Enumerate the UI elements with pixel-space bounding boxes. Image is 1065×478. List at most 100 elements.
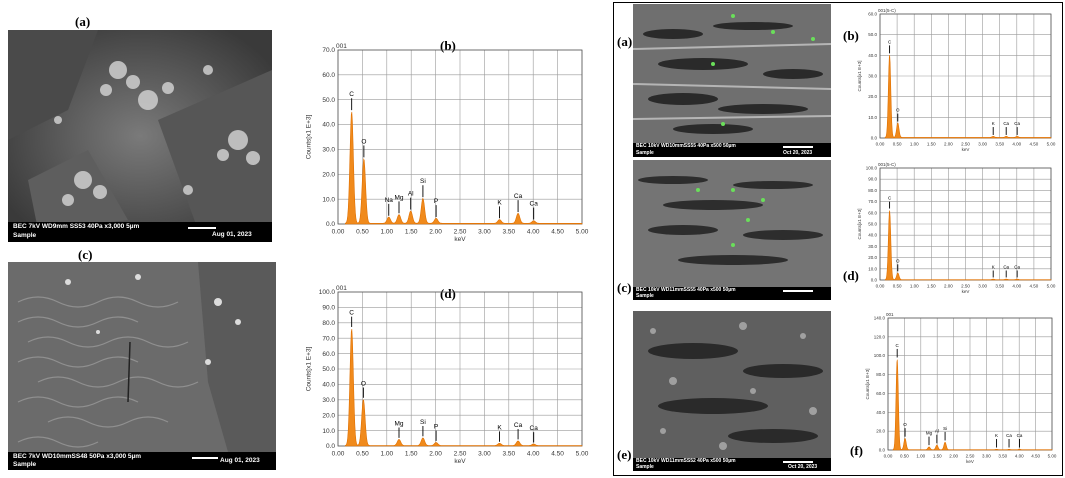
spectrum-area	[884, 55, 1052, 139]
peak-label: Ca	[530, 425, 539, 432]
panel-label-a-right: (a)	[617, 34, 633, 49]
sem-sample-text: Sample	[636, 464, 654, 470]
x-tick-label: 1.00	[380, 451, 393, 458]
peak-label: Al	[935, 429, 939, 434]
y-tick-label: 40.0	[868, 233, 877, 238]
eds-chart-f-right: 001 0.00 0.50 1.00 1.50 2.00 2.50 3.00 3.50 4.00 4…	[858, 310, 1058, 470]
x-tick-label: 2.50	[454, 229, 467, 236]
y-tick-label: 0.0	[879, 448, 886, 453]
spectrum-id-label: 001	[336, 285, 347, 292]
x-axis-label: keV	[966, 459, 974, 464]
x-tick-label: 2.50	[454, 451, 467, 458]
spectrum-area	[892, 359, 1053, 451]
scale-bar	[783, 461, 813, 463]
x-tick-label: 4.00	[1012, 142, 1021, 147]
x-tick-label: 3.50	[502, 229, 515, 236]
x-tick-label: 4.50	[551, 451, 564, 458]
peak-label: O	[896, 108, 900, 113]
y-tick-label: 30.0	[868, 74, 877, 79]
y-tick-label: 40.0	[322, 122, 335, 129]
peak-label: Ca	[1003, 121, 1009, 126]
panel-label-c-left: (c)	[78, 247, 93, 262]
x-tick-label: 4.50	[551, 229, 564, 236]
sem-info-bar: BEC 7kV WD9mm SS53 40Pa x3,000 5µm Sampl…	[8, 222, 272, 242]
y-tick-label: 10.0	[322, 428, 335, 435]
peak-label: Ca	[1003, 264, 1009, 269]
sem-image-a-right: BEC 10kV WD10mmSS55 40Pa x500 50µm Sampl…	[633, 4, 831, 157]
sem-date-text: Oct 20, 2023	[783, 150, 813, 156]
x-tick-label: 1.50	[933, 454, 942, 459]
x-tick-label: 0.00	[332, 229, 345, 236]
sem-image-a-left: BEC 7kV WD9mm SS53 40Pa x3,000 5µm Sampl…	[8, 30, 272, 242]
y-tick-label: 20.0	[868, 255, 877, 260]
x-tick-label: 3.50	[995, 142, 1004, 147]
peak-label: O	[896, 258, 900, 263]
peak-label: C	[888, 39, 892, 44]
spectrum-id-label: 001	[886, 312, 894, 317]
spectrum-area	[345, 328, 583, 447]
panel-label-d-right: (d)	[843, 268, 859, 283]
x-tick-label: 0.00	[884, 454, 893, 459]
x-tick-label: 5.00	[1047, 142, 1056, 147]
peak-label: Si	[420, 178, 426, 185]
x-axis-label: keV	[454, 458, 466, 465]
x-tick-label: 1.50	[405, 451, 418, 458]
spectrum-id-label: 001	[336, 43, 347, 50]
x-tick-label: 5.00	[576, 451, 589, 458]
peak-label: C	[896, 343, 900, 348]
peak-label: Na	[385, 197, 394, 204]
x-tick-label: 1.50	[927, 284, 936, 289]
sem-image-e-right: BEC 10kV WD11mmSS52 40Pa x500 50µm Sampl…	[633, 311, 831, 471]
x-tick-label: 2.50	[966, 454, 975, 459]
spectrum-area	[345, 111, 583, 225]
eds-chart-d-right: 001(5-C) 0.00 0.50 1.00 1.50 2.00 2.50 3.00 3.50…	[852, 160, 1057, 300]
y-tick-label: 50.0	[322, 97, 335, 104]
peak-label: O	[361, 380, 366, 387]
sem-date-text: Aug 01, 2023	[220, 457, 260, 464]
sem-info-bar: BEC 10kV WD10mmSS55 40Pa x500 50µm Sampl…	[633, 143, 831, 157]
y-axis-label: Counts[x1 E+3]	[306, 346, 313, 391]
x-tick-label: 2.50	[961, 142, 970, 147]
sem-info-text: BEC 7kV WD10mmSS48 50Pa x3,000 5µm	[13, 453, 142, 460]
spectrum-id-label: 001(5-C)	[878, 8, 896, 13]
y-axis-label: Counts[x1 E+3]	[857, 61, 862, 92]
y-tick-label: 50.0	[322, 366, 335, 373]
x-tick-label: 4.00	[1012, 284, 1021, 289]
y-tick-label: 10.0	[868, 266, 877, 271]
peak-label: C	[349, 310, 354, 317]
sem-date-text: Oct 20, 2023	[788, 464, 818, 470]
x-axis-label: keV	[454, 236, 466, 243]
chart-svg: 001 0.00 0.50 1.00 1.50 2.00 2.50 3.00 3.50 4.00 4…	[306, 43, 589, 243]
peak-label: Ca	[1014, 121, 1020, 126]
x-tick-label: 2.00	[944, 142, 953, 147]
peak-label: Si	[943, 426, 947, 431]
peak-label: Al	[408, 191, 414, 198]
x-tick-label: 0.50	[893, 284, 902, 289]
x-tick-label: 3.50	[502, 451, 515, 458]
chart-svg: 001(5-C) 0.00 0.50 1.00 1.50 2.00 2.50 3.00 3.50…	[857, 8, 1056, 152]
sem-sample-text: Sample	[13, 461, 37, 468]
x-tick-label: 0.00	[332, 451, 345, 458]
chart-svg: 001 0.00 0.50 1.00 1.50 2.00 2.50 3.00 3.50 4.00 4…	[306, 285, 589, 465]
peak-label: C	[349, 91, 354, 98]
y-tick-label: 60.0	[322, 351, 335, 358]
panel-label-a-left: (a)	[75, 14, 91, 29]
y-tick-label: 60.0	[876, 391, 885, 396]
y-tick-label: 40.0	[322, 382, 335, 389]
x-tick-label: 3.50	[998, 454, 1007, 459]
peak-label: K	[992, 264, 995, 269]
y-tick-label: 140.0	[874, 316, 886, 321]
y-tick-label: 80.0	[868, 188, 877, 193]
y-tick-label: 20.0	[876, 429, 885, 434]
x-tick-label: 3.00	[982, 454, 991, 459]
sem-texture	[633, 4, 831, 157]
y-tick-label: 100.0	[319, 289, 336, 296]
peak-label: O	[903, 422, 907, 427]
y-tick-label: 50.0	[868, 222, 877, 227]
y-axis-label: Counts[x1 E+3]	[306, 114, 313, 159]
sem-info-text: BEC 10kV WD11mmSS52 40Pa x500 50µm	[636, 458, 736, 464]
sem-sample-text: Sample	[636, 150, 654, 156]
peak-label: P	[434, 198, 438, 205]
chart-svg: 001 0.00 0.50 1.00 1.50 2.00 2.50 3.00 3.50 4.00 4…	[865, 312, 1057, 464]
sem-date-text: Aug 01, 2023	[212, 231, 252, 238]
